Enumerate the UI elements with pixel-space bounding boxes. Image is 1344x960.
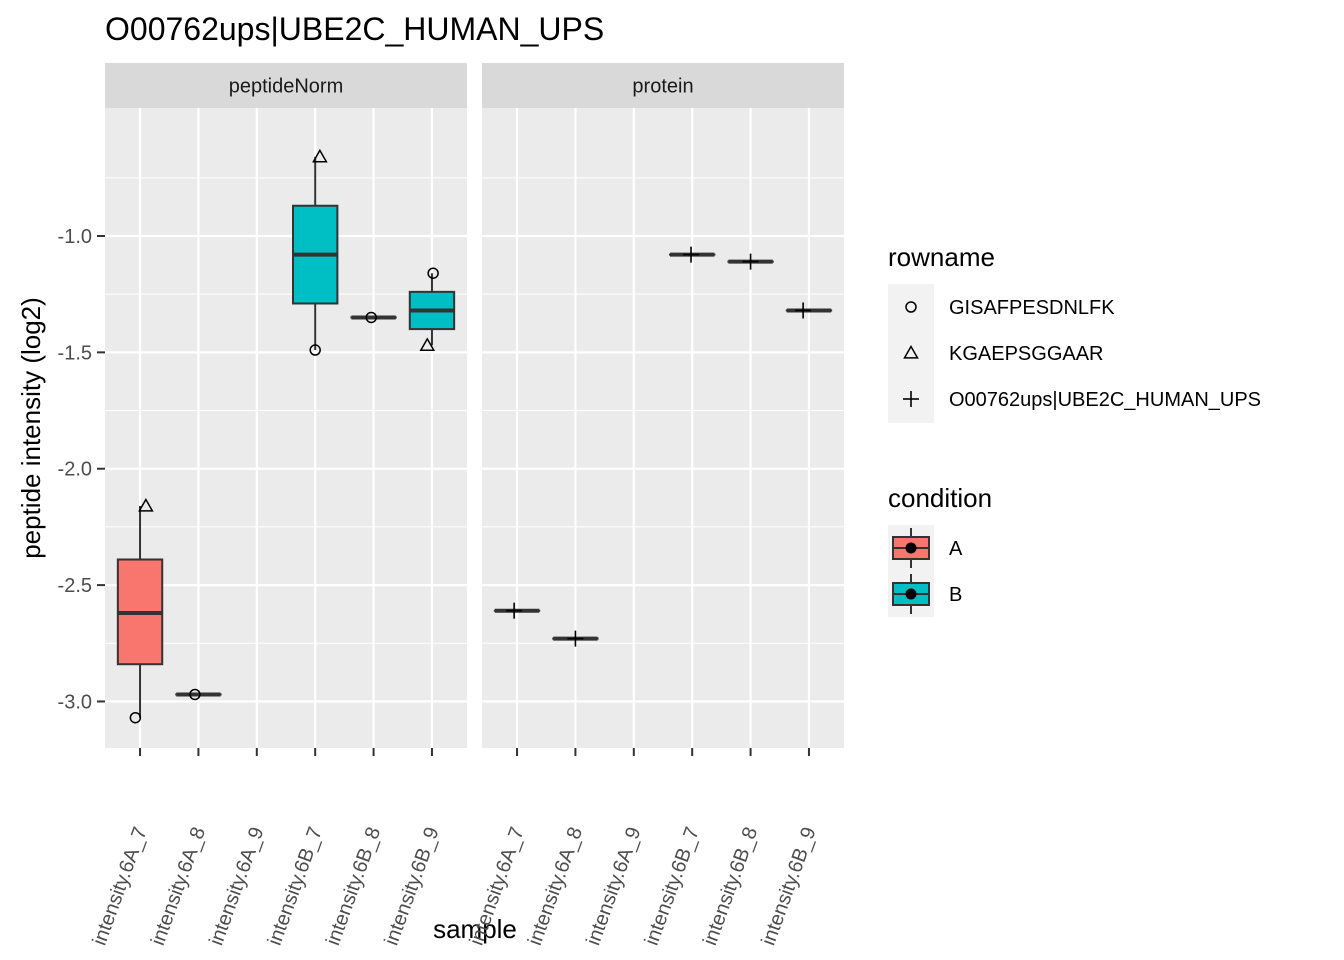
- point-plus: [506, 602, 523, 619]
- point-circle: [427, 267, 439, 279]
- x-tick-label: intensity.6A_8: [147, 824, 210, 948]
- y-tick-label: -1.5: [58, 342, 92, 364]
- facet-strip: [105, 63, 467, 108]
- legend-label: B: [949, 584, 962, 606]
- y-tick-label: -3.0: [58, 691, 92, 713]
- panel-background: [105, 108, 467, 748]
- legend-plus-icon: [903, 391, 919, 407]
- y-tick-label: -2.5: [58, 575, 92, 597]
- box-Intensity.6B_7: [292, 156, 339, 351]
- x-tick-label: intensity.6A_8: [524, 824, 587, 948]
- point-plus: [742, 253, 759, 270]
- point-triangle: [419, 337, 436, 352]
- y-axis-label: peptide intensity (log2): [16, 297, 46, 559]
- facet-strip-label: peptideNorm: [229, 76, 344, 98]
- legend-title: condition: [888, 483, 992, 513]
- legend-label: A: [949, 538, 963, 560]
- x-tick-label: intensity.6B_9: [758, 824, 821, 948]
- point-circle: [309, 344, 321, 356]
- chart-title: O00762ups|UBE2C_HUMAN_UPS: [105, 11, 604, 47]
- box-Intensity.6A_7: [116, 505, 164, 718]
- legend-label: O00762ups|UBE2C_HUMAN_UPS: [949, 389, 1261, 411]
- x-tick-label: intensity.6A_9: [205, 824, 268, 948]
- x-tick-label: intensity.6B_8: [699, 824, 762, 948]
- legend-label: GISAFPESDNLFK: [949, 297, 1115, 319]
- legend-key-A: [892, 528, 930, 568]
- y-tick-label: -1.0: [58, 226, 92, 248]
- y-tick-label: -2.0: [58, 459, 92, 481]
- x-axis-label: sample: [433, 914, 517, 944]
- facet-strip: [482, 63, 844, 108]
- legend-triangle-icon: [903, 344, 919, 359]
- point-plus: [795, 302, 812, 319]
- facet-strip-label: protein: [632, 76, 693, 98]
- point-triangle: [138, 497, 154, 512]
- legend-rowname: rowname GISAFPESDNLFK KGAEPSGGAAR O00762ups…: [888, 242, 1261, 423]
- box-Intensity.6B_9: [408, 273, 456, 346]
- x-tick-label: intensity.6A_7: [89, 824, 152, 948]
- x-tick-label: intensity.6A_9: [582, 824, 645, 948]
- legend-title: rowname: [888, 242, 995, 272]
- panel-background: [482, 108, 844, 748]
- legends: rowname GISAFPESDNLFK KGAEPSGGAAR O00762ups…: [888, 242, 1261, 617]
- legend-key-B: [892, 574, 930, 614]
- legend-condition: condition A B: [888, 483, 992, 617]
- point-triangle: [312, 148, 328, 163]
- x-tick-label: intensity.6B_7: [264, 824, 327, 948]
- facet-panels: peptideNormintensity.6A_7intensity.6A_8i…: [58, 63, 844, 948]
- point-plus: [683, 246, 700, 263]
- point-plus: [567, 630, 584, 647]
- legend-circle-icon: [905, 301, 917, 313]
- facet-protein: proteinintensity.6A_7intensity.6A_8inten…: [466, 63, 844, 948]
- legend-label: KGAEPSGGAAR: [949, 343, 1104, 365]
- facet-peptideNorm: peptideNormintensity.6A_7intensity.6A_8i…: [89, 63, 467, 948]
- point-circle: [189, 688, 201, 701]
- x-tick-label: intensity.6B_7: [641, 824, 704, 948]
- point-circle: [129, 711, 142, 724]
- x-tick-label: intensity.6B_8: [322, 824, 385, 948]
- point-circle: [365, 311, 377, 324]
